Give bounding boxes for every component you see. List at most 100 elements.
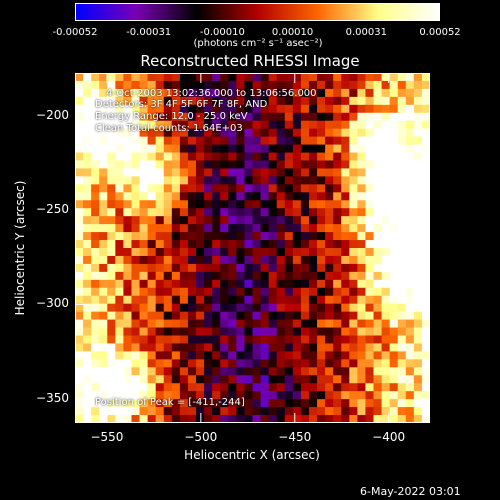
heatmap-cell bbox=[405, 144, 415, 154]
heatmap-cell bbox=[99, 232, 108, 241]
heatmap-cell bbox=[179, 343, 189, 352]
heatmap-cell bbox=[179, 367, 189, 376]
heatmap-cell bbox=[341, 399, 350, 408]
heatmap-cell bbox=[252, 335, 262, 345]
heatmap-cell bbox=[292, 88, 302, 98]
heatmap-cell bbox=[115, 335, 125, 345]
heatmap-cell bbox=[373, 248, 383, 257]
heatmap-cell bbox=[260, 343, 270, 352]
heatmap-cell bbox=[413, 88, 423, 98]
heatmap-cell bbox=[139, 104, 149, 114]
heatmap-cell bbox=[349, 367, 358, 376]
heatmap-cell bbox=[147, 80, 157, 90]
heatmap-cell bbox=[171, 279, 181, 289]
heatmap-cell bbox=[349, 208, 358, 217]
heatmap-cell bbox=[300, 80, 310, 90]
heatmap-cell bbox=[147, 343, 157, 352]
heatmap-cell bbox=[365, 184, 375, 193]
colorbar-tick-label: 0.00031 bbox=[345, 27, 387, 38]
heatmap-cell bbox=[325, 351, 334, 360]
heatmap-cell bbox=[123, 168, 133, 177]
heatmap-cell bbox=[308, 144, 318, 154]
heatmap-cell bbox=[244, 399, 254, 408]
heatmap-cell bbox=[107, 160, 116, 170]
heatmap-cell bbox=[365, 160, 375, 170]
heatmap-cell bbox=[163, 343, 173, 352]
heatmap-cell bbox=[123, 327, 133, 337]
heatmap-cell bbox=[389, 168, 399, 177]
heatmap-cell bbox=[155, 144, 165, 154]
heatmap-cell bbox=[381, 208, 391, 217]
heatmap-cell bbox=[341, 224, 350, 233]
heatmap-cell bbox=[357, 208, 367, 217]
heatmap-cell bbox=[83, 80, 92, 90]
heatmap-cell bbox=[91, 144, 100, 154]
detectors-annotation: Detectors: 3F 4F 5F 6F 7F 8F, AND bbox=[95, 99, 268, 110]
heatmap-cell bbox=[405, 152, 415, 162]
heatmap-cell bbox=[236, 263, 246, 273]
heatmap-cell bbox=[341, 263, 350, 273]
heatmap-cell bbox=[365, 287, 375, 297]
heatmap-cell bbox=[155, 224, 165, 233]
heatmap-cell bbox=[357, 391, 367, 400]
heatmap-cell bbox=[163, 407, 173, 416]
heatmap-cell bbox=[381, 152, 391, 162]
heatmap-cell bbox=[308, 168, 318, 177]
heatmap-cell bbox=[179, 279, 189, 289]
heatmap-cell bbox=[268, 152, 278, 162]
heatmap-cell bbox=[107, 248, 116, 257]
heatmap-cell bbox=[300, 112, 310, 122]
heatmap-cell bbox=[292, 128, 302, 138]
heatmap-cell bbox=[421, 168, 430, 177]
heatmap-cell bbox=[131, 128, 141, 138]
y-tick-label: −200 bbox=[36, 108, 69, 123]
heatmap-cell bbox=[171, 73, 181, 82]
heatmap-cell bbox=[155, 168, 165, 177]
heatmap-cell bbox=[381, 263, 391, 273]
heatmap-cell bbox=[357, 88, 367, 98]
heatmap-cell bbox=[268, 351, 278, 360]
heatmap-cell bbox=[397, 112, 407, 122]
heatmap-cell bbox=[260, 271, 270, 281]
heatmap-cell bbox=[204, 255, 213, 265]
heatmap-cell bbox=[228, 319, 237, 329]
heatmap-cell bbox=[139, 311, 149, 321]
heatmap-cell bbox=[317, 184, 326, 193]
heatmap-cell bbox=[171, 200, 181, 209]
heatmap-cell bbox=[413, 184, 423, 193]
heatmap-cell bbox=[83, 255, 92, 265]
heatmap-cell bbox=[268, 240, 278, 249]
heatmap-cell bbox=[107, 311, 116, 321]
heatmap-cell bbox=[83, 359, 92, 368]
heatmap-cell bbox=[421, 112, 430, 122]
heatmap-cell bbox=[196, 224, 205, 233]
heatmap-cell bbox=[341, 104, 350, 114]
heatmap-cell bbox=[300, 415, 310, 423]
heatmap-cell bbox=[405, 232, 415, 241]
heatmap-cell bbox=[220, 303, 229, 313]
heatmap-cell bbox=[179, 73, 189, 82]
heatmap-cell bbox=[236, 407, 246, 416]
heatmap-cell bbox=[204, 319, 213, 329]
heatmap-cell bbox=[276, 391, 286, 400]
heatmap-cell bbox=[397, 375, 407, 384]
heatmap-cell bbox=[381, 96, 391, 106]
heatmap-cell bbox=[268, 327, 278, 337]
heatmap-cell bbox=[107, 73, 116, 82]
heatmap-cell bbox=[228, 263, 237, 273]
heatmap-cell bbox=[196, 303, 205, 313]
heatmap-cell bbox=[252, 96, 262, 106]
heatmap-cell bbox=[155, 335, 165, 345]
heatmap-cell bbox=[187, 248, 197, 257]
heatmap-cell bbox=[252, 160, 262, 170]
heatmap-cell bbox=[381, 343, 391, 352]
heatmap-cell bbox=[115, 399, 125, 408]
heatmap-cell bbox=[107, 303, 116, 313]
heatmap-cell bbox=[252, 248, 262, 257]
heatmap-cell bbox=[123, 375, 133, 384]
heatmap-cell bbox=[284, 152, 294, 162]
heatmap-cell bbox=[196, 152, 205, 162]
heatmap-cell bbox=[365, 383, 375, 392]
heatmap-cell bbox=[268, 144, 278, 154]
heatmap-cell bbox=[147, 136, 157, 146]
